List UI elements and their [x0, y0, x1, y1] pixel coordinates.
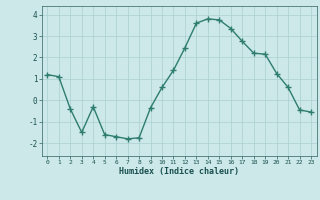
X-axis label: Humidex (Indice chaleur): Humidex (Indice chaleur): [119, 167, 239, 176]
